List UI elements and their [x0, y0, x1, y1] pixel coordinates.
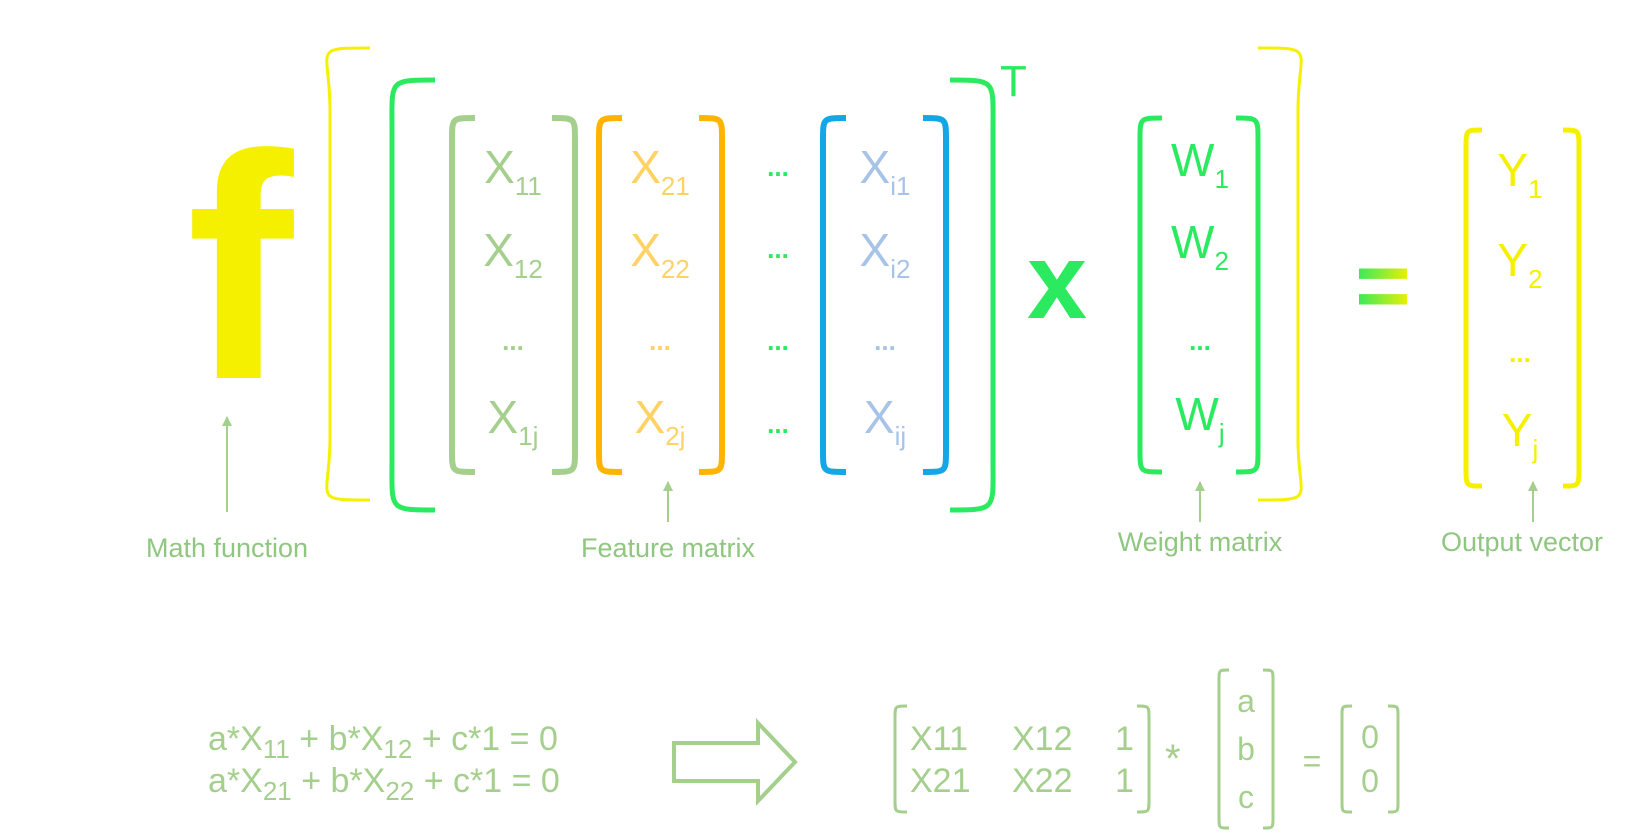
matrix-equals: =	[1303, 743, 1322, 779]
math-function-arrowhead-icon	[222, 416, 232, 426]
coef-matrix-bracket-left	[893, 704, 908, 814]
output-bracket-left	[1463, 127, 1483, 489]
transpose-bracket-left	[389, 77, 436, 513]
implies-arrow-icon	[672, 717, 798, 807]
col2-bracket-left	[596, 115, 623, 475]
result-vector-bracket-left	[1340, 704, 1353, 814]
feature-mid-ellipsis-3: ...	[767, 326, 789, 356]
output-yj: Yj	[1502, 404, 1538, 464]
weight-wj: Wj	[1175, 388, 1224, 448]
coef-matrix-bracket-right	[1136, 704, 1151, 814]
col1-bracket-right	[551, 115, 578, 475]
weight-w2: W2	[1171, 216, 1229, 276]
weight-ellipsis: ...	[1189, 326, 1211, 356]
weight-matrix-arrowhead-icon	[1195, 481, 1205, 491]
weight-bracket-left	[1137, 115, 1163, 475]
weight-w1: W1	[1171, 134, 1229, 194]
coef-b: b	[1237, 731, 1255, 767]
coef-vector-bracket-right	[1262, 668, 1275, 830]
feature-mid-ellipsis-1: ...	[767, 152, 789, 182]
result-vector-bracket-right	[1387, 704, 1400, 814]
feature-x12: X12	[483, 224, 543, 284]
function-symbol: f	[187, 88, 297, 446]
feature-x1j: X1j	[488, 391, 539, 451]
multiply-symbol: x	[1027, 220, 1087, 341]
equation-2: a*X21 + b*X22 + c*1 = 0	[208, 762, 560, 806]
result-0-top: 0	[1361, 719, 1379, 755]
matrix-r2c3: 1	[1115, 762, 1134, 800]
label-weight-matrix: Weight matrix	[1118, 527, 1283, 557]
feature-mid-ellipsis-2: ...	[767, 234, 789, 264]
result-0-bottom: 0	[1361, 763, 1379, 799]
feature-matrix-arrowhead-icon	[663, 481, 673, 491]
feature-col2-ellipsis: ...	[649, 326, 671, 356]
matrix-r1c3: 1	[1115, 720, 1134, 758]
weight-bracket-right	[1235, 115, 1261, 475]
col2-bracket-right	[698, 115, 725, 475]
output-bracket-right	[1562, 127, 1582, 489]
feature-col1-ellipsis: ...	[502, 326, 524, 356]
feature-x22: X22	[630, 224, 690, 284]
colj-bracket-right	[922, 115, 949, 475]
output-y2: Y2	[1497, 234, 1542, 294]
feature-colj-ellipsis: ...	[874, 326, 896, 356]
label-math-function: Math function	[146, 533, 308, 563]
coef-vector-bracket-left	[1217, 668, 1230, 830]
equals-symbol: =	[1355, 232, 1411, 339]
transpose-symbol: T	[1000, 57, 1027, 106]
output-y1: Y1	[1497, 144, 1542, 204]
matrix-r1c1: X11	[910, 720, 968, 758]
feature-mid-ellipsis-4: ...	[767, 409, 789, 439]
feature-x2j: X2j	[635, 391, 686, 451]
output-ellipsis: ...	[1509, 338, 1531, 368]
label-output-vector: Output vector	[1441, 527, 1603, 557]
matrix-r2c2: X22	[1012, 762, 1073, 800]
outer-bracket-right	[1257, 46, 1303, 502]
feature-x11: X11	[484, 141, 542, 201]
label-feature-matrix: Feature matrix	[581, 533, 756, 563]
matrix-r2c1: X21	[910, 762, 971, 800]
coef-a: a	[1237, 683, 1255, 719]
feature-xi2: Xi2	[860, 224, 911, 284]
col1-bracket-left	[449, 115, 476, 475]
feature-x21: X21	[630, 141, 690, 201]
outer-bracket-left	[325, 46, 371, 502]
feature-xij: Xij	[864, 391, 906, 451]
output-vector-arrowhead-icon	[1528, 481, 1538, 491]
coef-c: c	[1238, 779, 1254, 815]
matrix-star: *	[1165, 737, 1181, 781]
transpose-bracket-right	[949, 77, 996, 513]
feature-xi1: Xi1	[860, 141, 911, 201]
equation-1: a*X11 + b*X12 + c*1 = 0	[208, 720, 558, 764]
matrix-r1c2: X12	[1012, 720, 1073, 758]
colj-bracket-left	[820, 115, 847, 475]
